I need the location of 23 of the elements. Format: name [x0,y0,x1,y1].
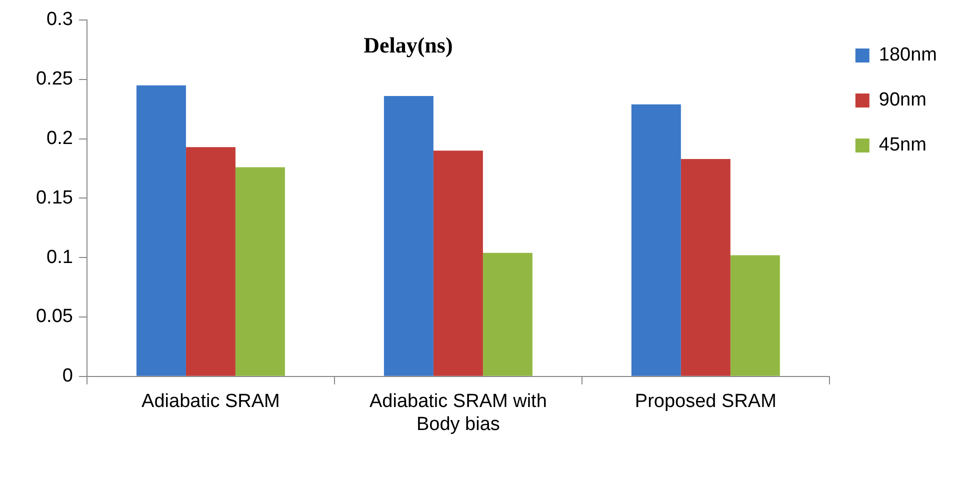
y-tick-label: 0.25 [36,68,73,90]
bar [186,147,236,376]
x-tick-label: Adiabatic SRAM [142,391,280,412]
bar [680,158,730,376]
y-tick-label: 0.15 [36,187,73,208]
bar [136,85,186,376]
bar [482,252,532,376]
legend-label: 45nm [878,134,926,156]
y-tick-label: 0.05 [36,306,73,328]
legend-label: 180nm [878,44,938,66]
y-tick-label: 0.2 [46,128,73,150]
bar [730,255,780,376]
bar [433,150,483,376]
y-tick-label: 0 [62,366,73,387]
x-tick-label: Adiabatic SRAM with Body bias [369,391,547,435]
y-tick-label: 0.1 [46,246,73,268]
x-tick-label: Proposed SRAM [634,391,776,412]
y-tick-label: 0.3 [46,9,73,30]
bar [235,167,285,376]
bar [384,96,434,376]
bar [631,104,681,376]
legend-label: 90nm [878,90,926,111]
text: Delay(ns) [364,32,453,58]
